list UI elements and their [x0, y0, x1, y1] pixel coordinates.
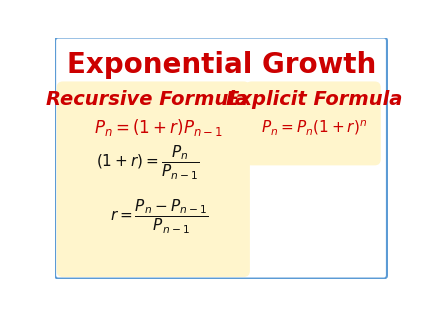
- Text: Recursive Formula: Recursive Formula: [46, 90, 248, 110]
- FancyBboxPatch shape: [245, 81, 381, 165]
- Text: Explicit Formula: Explicit Formula: [226, 90, 403, 110]
- Text: Exponential Growth: Exponential Growth: [67, 51, 376, 79]
- Text: $r = \dfrac{P_n - P_{n-1}}{P_{n-1}}$: $r = \dfrac{P_n - P_{n-1}}{P_{n-1}}$: [110, 198, 208, 236]
- FancyBboxPatch shape: [57, 81, 250, 277]
- Text: $P_n = (1+r)P_{n-1}$: $P_n = (1+r)P_{n-1}$: [95, 117, 224, 138]
- FancyBboxPatch shape: [55, 38, 387, 279]
- Text: $P_n = P_n(1+r)^n$: $P_n = P_n(1+r)^n$: [261, 118, 368, 137]
- Text: $(1+r) = \dfrac{P_n}{P_{n-1}}$: $(1+r) = \dfrac{P_n}{P_{n-1}}$: [95, 144, 199, 182]
